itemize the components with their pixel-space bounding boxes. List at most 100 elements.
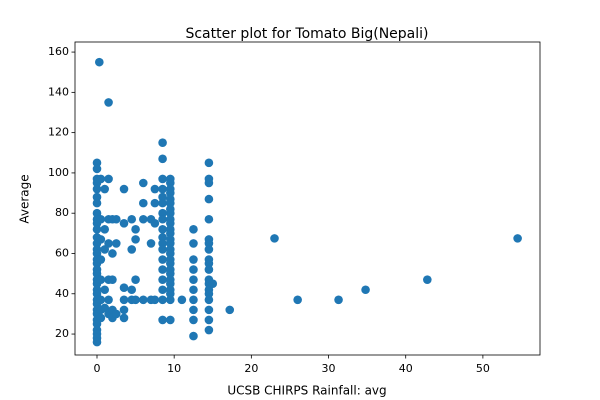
- scatter-point: [150, 295, 160, 305]
- scatter-point: [204, 245, 214, 254]
- x-axis-label: UCSB CHIRPS Rainfall: avg: [227, 384, 386, 398]
- scatter-point: [293, 295, 302, 305]
- scatter-point: [108, 275, 117, 284]
- scatter-point: [127, 214, 137, 224]
- scatter-point: [139, 178, 148, 188]
- scatter-point: [204, 178, 214, 188]
- scatter-point: [166, 188, 175, 198]
- scatter-point: [158, 208, 167, 218]
- scatter-point: [189, 315, 198, 325]
- scatter-point: [111, 239, 121, 248]
- scatter-point: [189, 225, 198, 234]
- scatter-point: [208, 279, 218, 288]
- scatter-point: [139, 214, 148, 224]
- scatter-point: [119, 295, 129, 305]
- x-tick-label: 0: [93, 362, 100, 375]
- scatter-point: [166, 198, 175, 208]
- scatter-point: [139, 295, 148, 305]
- scatter-point: [189, 295, 198, 305]
- scatter-point: [92, 198, 102, 208]
- scatter-point: [96, 214, 106, 224]
- scatter-point: [158, 245, 167, 254]
- y-tick-label: 120: [48, 126, 69, 139]
- scatter-point: [177, 295, 187, 305]
- scatter-point: [166, 315, 175, 325]
- scatter-point: [92, 225, 102, 234]
- scatter-point: [127, 245, 137, 254]
- scatter-point: [423, 275, 432, 284]
- x-tick-label: 40: [399, 362, 413, 375]
- scatter-point: [204, 158, 214, 168]
- scatter-point: [100, 225, 110, 234]
- scatter-point: [146, 239, 156, 248]
- scatter-point: [150, 198, 160, 208]
- plot-frame: [74, 41, 541, 356]
- scatter-point: [96, 275, 106, 284]
- scatter-point: [189, 331, 198, 341]
- scatter-point: [158, 138, 167, 148]
- x-tick-label: 10: [167, 362, 181, 375]
- x-tick-label: 30: [322, 362, 336, 375]
- y-tick-label: 140: [48, 85, 69, 98]
- scatter-point: [204, 214, 214, 224]
- scatter-point: [104, 295, 113, 305]
- scatter-point: [204, 259, 214, 268]
- scatter-point: [104, 239, 113, 248]
- scatter-point: [361, 285, 370, 295]
- y-axis-label: Average: [18, 174, 32, 223]
- scatter-point: [189, 265, 198, 274]
- scatter-point: [158, 192, 167, 202]
- scatter-point: [166, 269, 175, 278]
- scatter-point: [270, 234, 279, 243]
- scatter-point: [166, 229, 175, 238]
- scatter-point: [225, 305, 235, 315]
- y-tick-label: 60: [55, 246, 69, 259]
- scatter-point: [92, 158, 102, 168]
- scatter-point: [189, 239, 198, 248]
- scatter-point: [150, 184, 160, 194]
- scatter-point: [166, 218, 175, 228]
- scatter-point: [513, 234, 522, 243]
- scatter-point: [96, 174, 106, 184]
- scatter-point: [100, 285, 110, 295]
- scatter-point: [92, 192, 102, 202]
- y-tick-label: 160: [48, 45, 69, 58]
- scatter-point: [158, 184, 167, 194]
- scatter-point: [119, 218, 129, 228]
- scatter-point: [158, 174, 167, 184]
- scatter-point: [204, 265, 214, 274]
- scatter-point: [204, 295, 214, 305]
- scatter-point: [104, 174, 113, 184]
- scatter-point: [204, 194, 214, 204]
- scatter-point: [334, 295, 343, 305]
- scatter-point: [166, 279, 175, 288]
- scatter-point: [95, 57, 104, 67]
- scatter-point: [131, 225, 140, 234]
- y-tick-label: 80: [55, 206, 69, 219]
- scatter-point: [189, 285, 198, 295]
- scatter-point: [166, 208, 175, 218]
- scatter-point: [204, 315, 214, 325]
- scatter-point: [92, 337, 102, 347]
- y-tick-label: 100: [48, 166, 69, 179]
- scatter-point: [158, 154, 167, 164]
- scatter-point: [111, 214, 121, 224]
- scatter-point: [96, 295, 106, 305]
- x-tick-label: 50: [476, 362, 490, 375]
- chart-title: Scatter plot for Tomato Big(Nepali): [185, 26, 428, 42]
- scatter-point: [131, 235, 140, 244]
- scatter-point: [166, 249, 175, 258]
- y-tick-label: 40: [55, 287, 69, 300]
- scatter-point: [96, 235, 106, 244]
- scatter-point: [204, 289, 214, 299]
- scatter-point: [92, 164, 102, 174]
- scatter-point: [119, 184, 129, 194]
- scatter-point: [111, 309, 121, 319]
- scatter-point: [189, 305, 198, 315]
- scatter-point: [189, 275, 198, 284]
- scatter-point: [158, 315, 167, 325]
- scatter-point: [119, 305, 129, 315]
- y-tick-label: 20: [55, 327, 69, 340]
- scatter-point: [104, 98, 113, 107]
